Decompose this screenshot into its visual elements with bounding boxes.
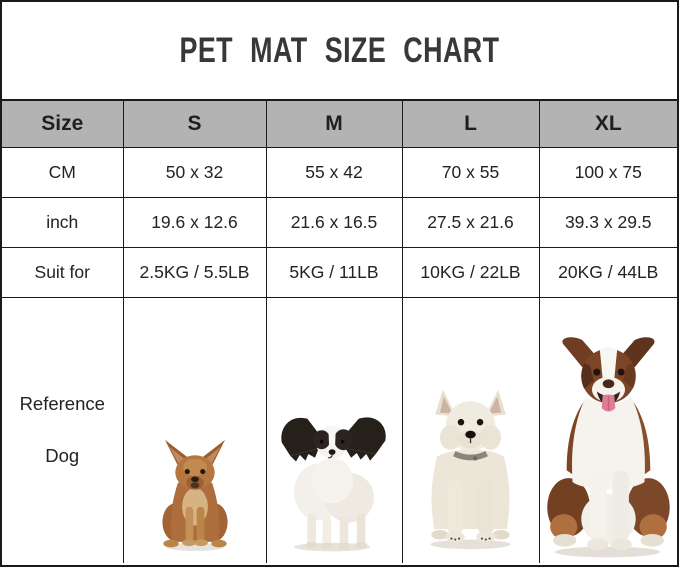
cell-suit-l: 10KG / 22LB	[401, 246, 540, 298]
header-col-s: S	[122, 100, 267, 148]
page-title: PET MAT SIZE CHART	[179, 30, 500, 70]
reference-label-line2: Dog	[45, 445, 80, 467]
cell-inch-m: 21.6 x 16.5	[265, 196, 403, 248]
cell-suit-s: 2.5KG / 5.5LB	[122, 246, 267, 298]
row-reference-dog: Reference Dog	[2, 296, 677, 564]
cell-inch-s: 19.6 x 12.6	[122, 196, 267, 248]
header-col-l: L	[401, 100, 540, 148]
row-suit-for: Suit for 2.5KG / 5.5LB 5KG / 11LB 10KG /…	[2, 246, 677, 298]
row-cm-label: CM	[2, 146, 124, 198]
header-col-m: M	[265, 100, 403, 148]
cell-cm-xl: 100 x 75	[538, 146, 677, 198]
header-col-xl: XL	[538, 100, 677, 148]
header-row: Size S M L XL	[2, 100, 677, 148]
reference-dog-cell-xl	[538, 296, 677, 564]
chihuahua-dog-image	[161, 439, 228, 551]
cell-suit-xl: 20KG / 44LB	[538, 246, 677, 298]
reference-label-line1: Reference	[19, 393, 105, 415]
row-inch: inch 19.6 x 12.6 21.6 x 16.5 27.5 x 21.6…	[2, 196, 677, 248]
header-size-label: Size	[2, 100, 124, 148]
cell-cm-m: 55 x 42	[265, 146, 403, 198]
reference-dog-label: Reference Dog	[2, 296, 124, 564]
cell-cm-s: 50 x 32	[122, 146, 267, 198]
size-table: Size S M L XL CM 50 x 32 55 x 42 70 x 55…	[2, 100, 677, 564]
cell-suit-m: 5KG / 11LB	[265, 246, 403, 298]
reference-dog-cell-s	[122, 296, 267, 564]
row-suit-for-label: Suit for	[2, 246, 124, 298]
westie-dog-image	[429, 389, 511, 550]
cell-cm-l: 70 x 55	[401, 146, 540, 198]
reference-dog-cell-m	[265, 296, 403, 564]
cell-inch-l: 27.5 x 21.6	[401, 196, 540, 248]
title-band: PET MAT SIZE CHART	[2, 2, 677, 101]
reference-dog-cell-l	[401, 296, 540, 564]
papillon-dog-image	[281, 417, 386, 552]
row-inch-label: inch	[2, 196, 124, 248]
row-cm: CM 50 x 32 55 x 42 70 x 55 100 x 75	[2, 146, 677, 198]
australian-shepherd-dog-image	[547, 337, 670, 558]
cell-inch-xl: 39.3 x 29.5	[538, 196, 677, 248]
